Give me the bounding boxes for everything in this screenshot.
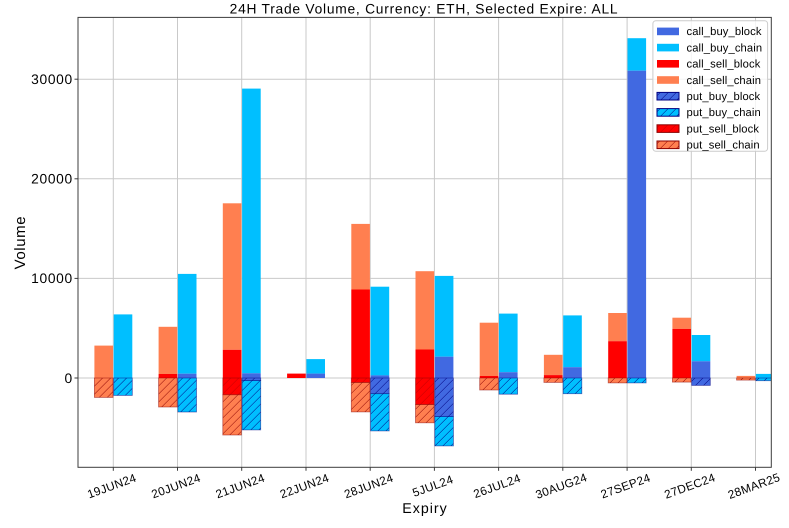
svg-text:20000: 20000 bbox=[31, 172, 73, 187]
svg-text:call_buy_block: call_buy_block bbox=[687, 26, 762, 38]
svg-text:Expiry: Expiry bbox=[402, 501, 447, 517]
svg-text:0: 0 bbox=[64, 371, 72, 386]
svg-text:call_sell_block: call_sell_block bbox=[687, 59, 761, 71]
svg-text:call_buy_chain: call_buy_chain bbox=[687, 42, 763, 54]
svg-text:call_sell_chain: call_sell_chain bbox=[687, 75, 762, 87]
svg-text:Volume: Volume bbox=[12, 216, 29, 270]
svg-text:put_buy_block: put_buy_block bbox=[687, 91, 761, 103]
svg-text:10000: 10000 bbox=[31, 271, 73, 286]
svg-text:put_sell_chain: put_sell_chain bbox=[687, 140, 760, 152]
svg-text:put_sell_block: put_sell_block bbox=[687, 123, 760, 135]
svg-text:24H Trade Volume, Currency: ET: 24H Trade Volume, Currency: ETH, Selecte… bbox=[230, 2, 619, 17]
svg-text:30000: 30000 bbox=[31, 72, 73, 87]
svg-text:put_buy_chain: put_buy_chain bbox=[687, 107, 761, 119]
